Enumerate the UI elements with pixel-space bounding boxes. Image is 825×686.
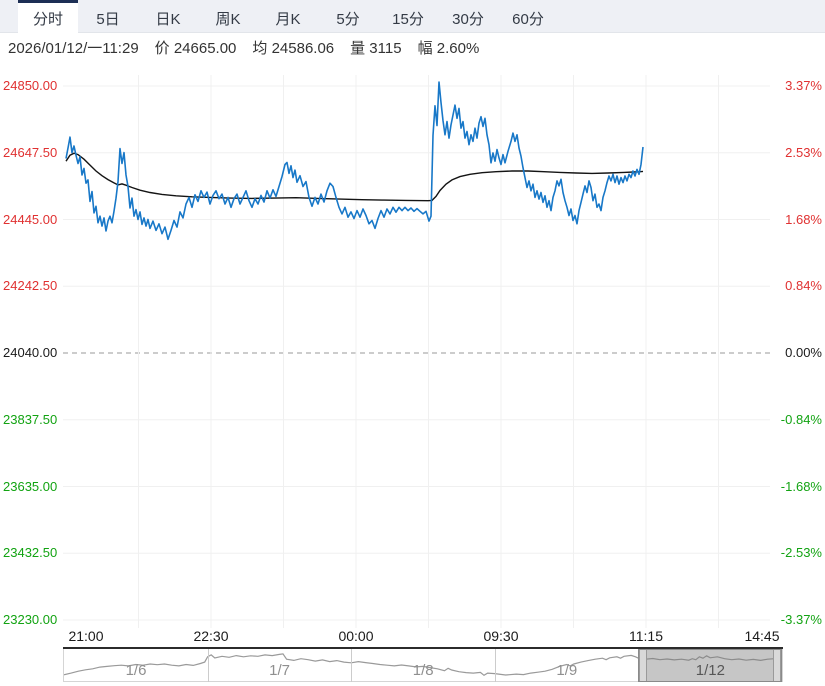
selection-left-handle[interactable] xyxy=(639,650,648,681)
tab-日K[interactable]: 日K xyxy=(155,10,181,28)
left-axis-label: 23230.00 xyxy=(3,612,58,627)
plot-area[interactable]: 24850.00 24647.50 24445.00 24242.50 24040.00… xyxy=(0,61,825,648)
right-axis-label: -0.84% xyxy=(780,411,822,427)
date-navigator: 1/6 1/7 1/8 1/9 1/12 xyxy=(63,647,783,683)
navigator-selection[interactable] xyxy=(638,649,782,682)
quote-range: 幅 2.60% xyxy=(417,39,480,57)
right-axis-label: -2.53% xyxy=(780,545,822,561)
left-axis-label: 23432.50 xyxy=(3,545,58,561)
period-tabbar: 分时 5日 日K 周K 月K 5分 15分 30分 60分 xyxy=(0,0,825,33)
tab-15分[interactable]: 15分 xyxy=(392,10,424,28)
quote-statusbar: 2026/01/12/一11:29 价 24665.00 均 24586.06 … xyxy=(0,33,825,61)
intraday-chart-svg xyxy=(63,75,770,628)
time-tick-label: 22:30 xyxy=(193,628,229,644)
tab-30分[interactable]: 30分 xyxy=(452,10,484,28)
tab-分时[interactable]: 分时 xyxy=(18,0,78,33)
navigator-date-1/8[interactable]: 1/8 xyxy=(412,662,434,679)
tab-60分[interactable]: 60分 xyxy=(512,10,544,28)
time-tick-label: 14:45 xyxy=(744,628,780,644)
right-axis-label: 0.84% xyxy=(785,278,822,294)
right-axis-label: 2.53% xyxy=(785,144,822,160)
right-axis-label: -3.37% xyxy=(780,612,822,627)
navigator-date-1/12[interactable]: 1/12 xyxy=(695,662,725,679)
quote-price: 价 24665.00 xyxy=(154,39,237,57)
right-axis-label: 3.37% xyxy=(785,78,822,93)
navigator-section-divider xyxy=(207,649,209,682)
navigator-date-1/6[interactable]: 1/6 xyxy=(125,662,147,679)
navigator-date-1/9[interactable]: 1/9 xyxy=(556,662,578,679)
quote-volume: 量 3115 xyxy=(350,39,402,57)
right-axis-label: 0.00% xyxy=(785,345,822,360)
navigator-track[interactable]: 1/6 1/7 1/8 1/9 1/12 xyxy=(63,649,783,682)
left-axis-label: 23635.00 xyxy=(3,478,58,494)
time-tick-label: 09:30 xyxy=(483,628,519,644)
tab-月K[interactable]: 月K xyxy=(275,10,301,28)
right-axis-label: -1.68% xyxy=(780,478,822,494)
tab-5日[interactable]: 5日 xyxy=(96,10,120,28)
time-tick-label: 21:00 xyxy=(68,628,104,644)
quote-datetime: 2026/01/12/一11:29 xyxy=(8,39,139,57)
left-axis-label: 24647.50 xyxy=(3,144,58,160)
navigator-sparkline xyxy=(64,653,782,677)
tab-周K[interactable]: 周K xyxy=(215,10,241,28)
time-tick-label: 00:00 xyxy=(338,628,374,644)
left-axis-label: 23837.50 xyxy=(3,411,58,427)
navigator-date-1/7[interactable]: 1/7 xyxy=(269,662,291,679)
quote-average: 均 24586.06 xyxy=(252,39,335,57)
left-axis-label: 24445.00 xyxy=(3,211,58,227)
tab-5分[interactable]: 5分 xyxy=(336,10,360,28)
selection-right-handle[interactable] xyxy=(772,650,781,681)
left-axis-label: 24850.00 xyxy=(3,78,58,93)
navigator-section-divider xyxy=(351,649,353,682)
left-axis-label: 24242.50 xyxy=(3,278,58,294)
left-axis-label: 24040.00 xyxy=(3,345,58,360)
navigator-section-divider xyxy=(494,649,496,682)
time-tick-label: 11:15 xyxy=(629,628,663,644)
right-axis-label: 1.68% xyxy=(785,211,822,227)
